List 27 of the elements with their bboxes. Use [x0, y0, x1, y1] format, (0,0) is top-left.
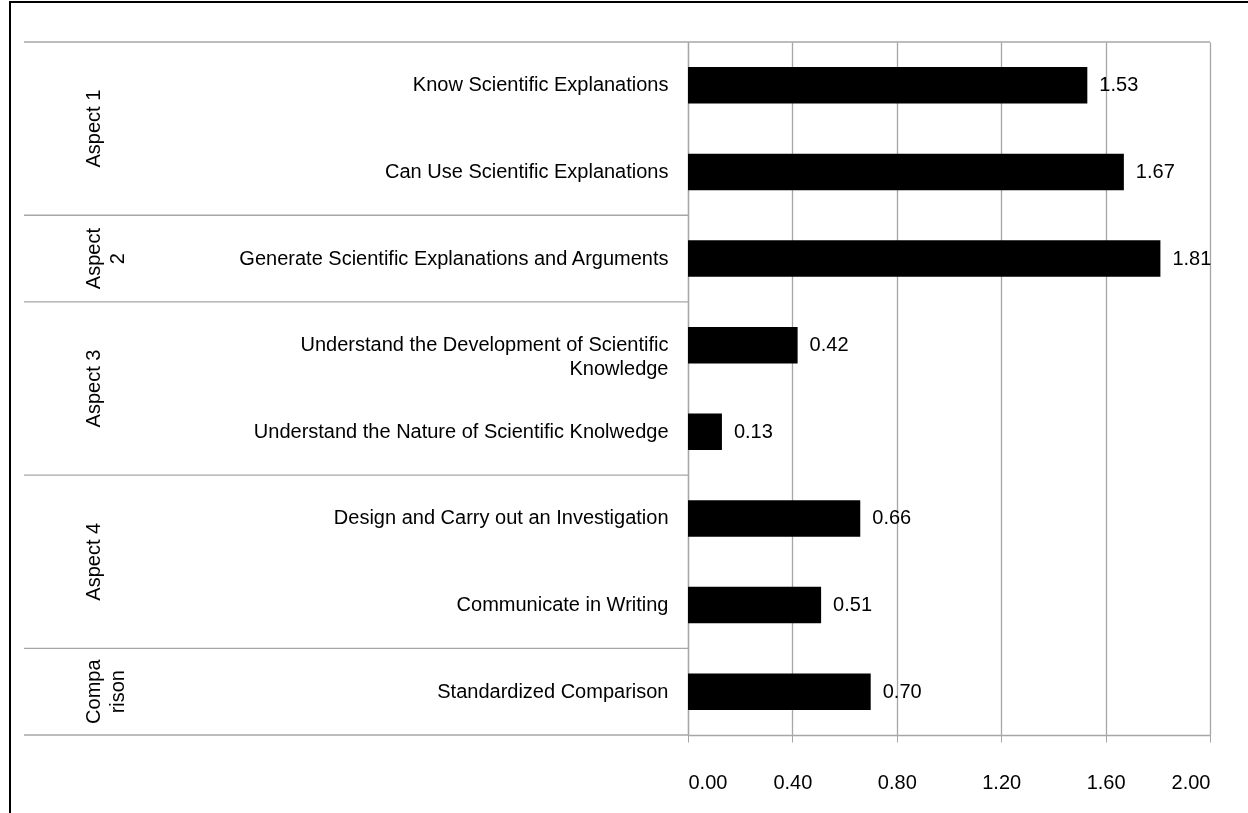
y-tick-label: Design and Carry out an Investigation	[333, 506, 669, 529]
x-tick-label: 0.40	[773, 770, 813, 793]
y-tick-label: Generate Scientific Explanations and Arguments	[239, 246, 669, 269]
y-tick-label: Know Scientific Explanations	[412, 73, 669, 96]
y-tick-label: Understand the Nature of Scientific Knolwedge	[253, 419, 669, 442]
y-tick-label: Can Use Scientific Explanations	[385, 159, 669, 182]
text: Aspect 4	[82, 522, 104, 601]
x-tick-label: 1.20	[982, 770, 1022, 793]
data-label: 1.81	[1172, 246, 1212, 269]
data-label: 0.13	[733, 419, 773, 442]
data-label: 1.53	[1099, 73, 1139, 96]
y-tick-label: Standardized Comparison	[437, 679, 669, 702]
text: Aspect 3	[82, 349, 104, 428]
data-label: 0.42	[809, 333, 849, 356]
text: Aspect 1	[82, 89, 104, 168]
y-tick-label: Communicate in Writing	[456, 593, 669, 616]
data-label: 1.67	[1135, 159, 1175, 182]
y-tick-label: Understand the Development of Scientific Knowledge	[300, 333, 669, 380]
text: Aspect 2	[82, 227, 128, 290]
data-label: 0.51	[833, 593, 873, 616]
data-label: 0.66	[872, 506, 912, 529]
text: Comparison	[82, 658, 128, 724]
x-tick-label: 1.60	[1086, 770, 1126, 793]
x-tick-label: 2.00	[1171, 770, 1211, 793]
x-tick-label: 0.00	[688, 770, 728, 793]
data-label: 0.70	[882, 679, 922, 702]
x-tick-label: 0.80	[877, 770, 917, 793]
